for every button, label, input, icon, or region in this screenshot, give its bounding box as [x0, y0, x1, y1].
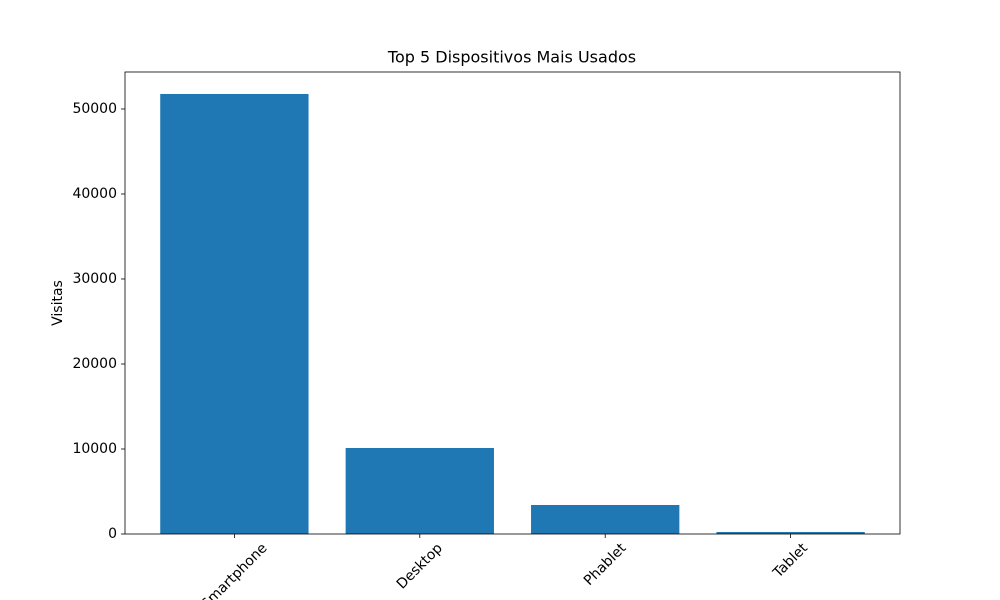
bar [160, 93, 309, 534]
bar [531, 504, 680, 534]
y-tick-label: 40000 [72, 186, 117, 202]
chart-title: Top 5 Dispositivos Mais Usados [387, 48, 636, 67]
y-tick-label: 50000 [72, 101, 117, 117]
y-axis-label: Visitas [50, 280, 66, 326]
bar [716, 532, 865, 534]
y-tick-label: 20000 [72, 356, 117, 372]
y-tick-label: 0 [108, 526, 117, 542]
bar [345, 447, 494, 534]
y-tick-label: 10000 [72, 441, 117, 457]
y-tick-label: 30000 [72, 271, 117, 287]
plot-frame [124, 71, 901, 535]
